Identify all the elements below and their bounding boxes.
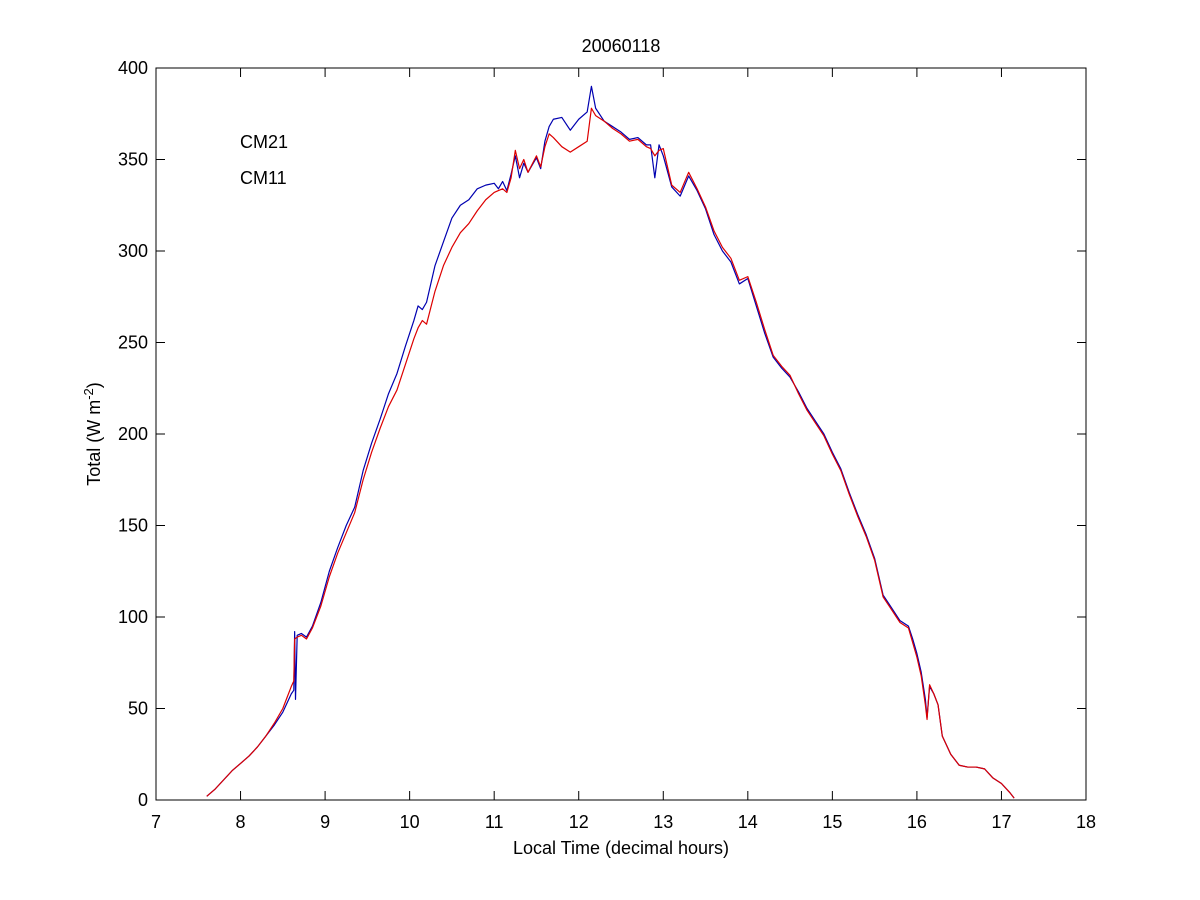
series-lines bbox=[206, 85, 1015, 799]
legend-entry-cm11: CM11 bbox=[240, 168, 287, 188]
y-tick-label: 150 bbox=[118, 516, 148, 536]
x-axis-ticks: 7 8 9 10 11 12 13 14 15 16 17 18 bbox=[151, 68, 1096, 832]
y-tick-label: 0 bbox=[138, 790, 148, 810]
x-tick-label: 10 bbox=[400, 812, 420, 832]
series-line-cm21 bbox=[206, 85, 1015, 799]
y-tick-label: 200 bbox=[118, 424, 148, 444]
y-axis-label: Total (W m-2) bbox=[81, 382, 104, 486]
y-tick-label: 300 bbox=[118, 241, 148, 261]
x-tick-label: 8 bbox=[236, 812, 246, 832]
x-tick-label: 13 bbox=[653, 812, 673, 832]
x-tick-label: 17 bbox=[991, 812, 1011, 832]
y-axis-label-tail: ) bbox=[84, 382, 104, 388]
y-axis-label-superscript: -2 bbox=[81, 388, 96, 400]
x-tick-label: 12 bbox=[569, 812, 589, 832]
legend: CM21 CM11 bbox=[240, 132, 288, 188]
x-tick-label: 16 bbox=[907, 812, 927, 832]
x-tick-label: 11 bbox=[485, 812, 504, 832]
y-tick-label: 400 bbox=[118, 58, 148, 78]
x-tick-label: 15 bbox=[822, 812, 842, 832]
series-line-cm11 bbox=[206, 107, 1015, 799]
x-tick-label: 9 bbox=[320, 812, 330, 832]
legend-entry-cm21: CM21 bbox=[240, 132, 288, 152]
x-tick-label: 14 bbox=[738, 812, 758, 832]
x-tick-label: 18 bbox=[1076, 812, 1096, 832]
y-tick-label: 250 bbox=[118, 333, 148, 353]
plot-area bbox=[155, 67, 1087, 801]
chart-title: 20060118 bbox=[582, 36, 661, 56]
y-tick-label: 50 bbox=[128, 699, 148, 719]
y-axis-ticks: 0 50 100 150 200 250 300 350 400 bbox=[118, 58, 1086, 810]
x-axis-label: Local Time (decimal hours) bbox=[513, 838, 729, 858]
y-axis-label-main: Total (W m bbox=[84, 400, 104, 486]
y-tick-label: 100 bbox=[118, 607, 148, 627]
x-tick-label: 7 bbox=[151, 812, 161, 832]
y-tick-label: 350 bbox=[118, 150, 148, 170]
